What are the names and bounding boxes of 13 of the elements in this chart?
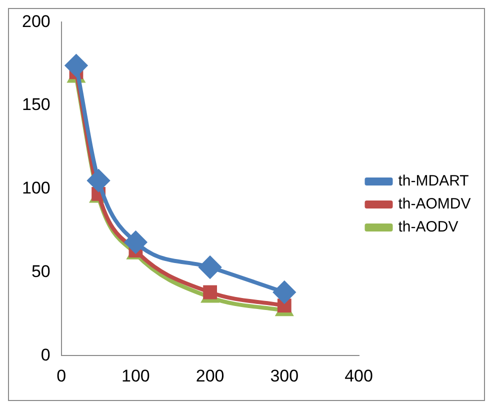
legend-label: th-AODV	[398, 218, 458, 236]
y-tick-label: 0	[40, 345, 50, 364]
y-tick-label: 200	[22, 12, 50, 31]
x-tick-label: 100	[122, 366, 150, 386]
x-tick-label: 200	[196, 366, 224, 386]
x-tick-label: 300	[270, 366, 299, 386]
legend-label: th-AOMDV	[398, 196, 471, 213]
legend-label: th-MDART	[398, 172, 469, 190]
y-tick-label: 150	[22, 95, 50, 114]
y-tick-label: 50	[31, 262, 50, 281]
x-tick-label: 400	[344, 366, 373, 386]
x-tick-label: 0	[56, 366, 66, 386]
y-tick-label: 100	[22, 178, 50, 198]
